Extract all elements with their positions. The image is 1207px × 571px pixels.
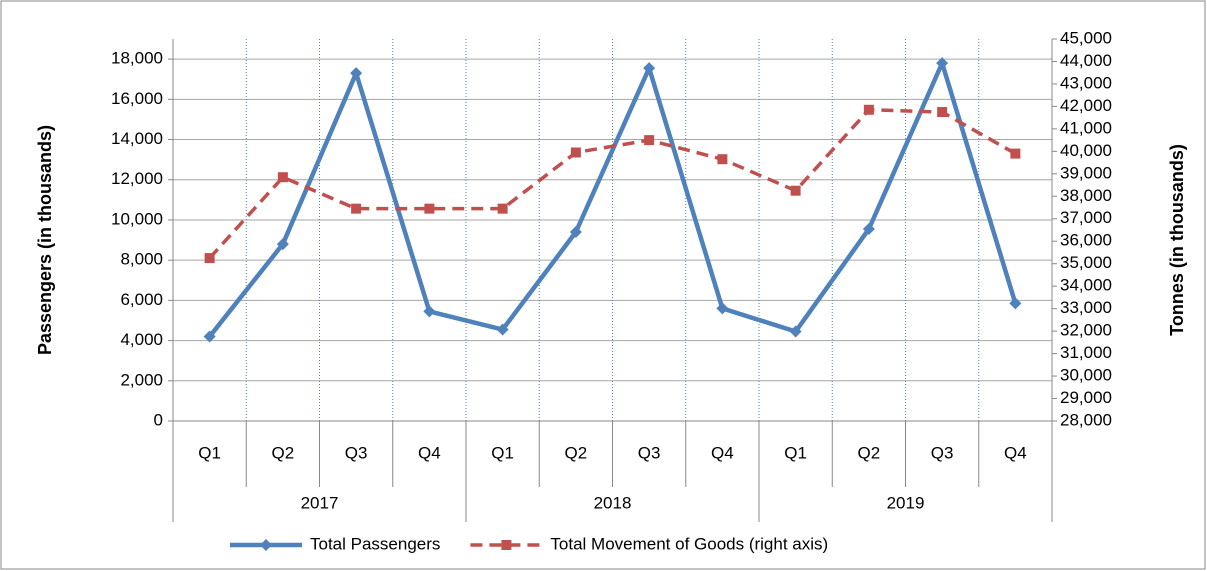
group-label: 2017 xyxy=(301,493,339,512)
legend-label: Total Movement of Goods (right axis) xyxy=(550,534,828,553)
group-label: 2019 xyxy=(887,493,925,512)
y-tick-label: 6,000 xyxy=(120,290,163,309)
x-tick-label: Q2 xyxy=(565,443,588,462)
y2-axis-title: Tonnes (in thousands) xyxy=(1167,144,1187,336)
series-line xyxy=(207,60,1018,338)
marker xyxy=(276,238,289,251)
marker xyxy=(643,62,656,75)
marker xyxy=(496,323,509,336)
series-line xyxy=(208,108,1017,260)
marker xyxy=(790,185,801,196)
y-tick-label: 0 xyxy=(154,410,163,429)
x-tick-label: Q1 xyxy=(198,443,221,462)
y2-tick-label: 45,000 xyxy=(1060,28,1112,47)
y2-tick-label: 37,000 xyxy=(1060,208,1112,227)
x-tick-label: Q1 xyxy=(491,443,514,462)
y2-tick-label: 29,000 xyxy=(1060,388,1112,407)
y-tick-label: 14,000 xyxy=(111,129,163,148)
y-tick-label: 10,000 xyxy=(111,209,163,228)
marker xyxy=(789,325,802,338)
y2-tick-label: 28,000 xyxy=(1060,410,1112,429)
marker xyxy=(716,302,729,315)
marker xyxy=(863,104,874,115)
y2-tick-label: 40,000 xyxy=(1060,141,1112,160)
marker xyxy=(351,203,362,214)
x-tick-label: Q2 xyxy=(858,443,881,462)
marker xyxy=(204,253,215,264)
marker xyxy=(501,540,512,550)
x-tick-label: Q3 xyxy=(931,443,954,462)
y2-tick-label: 32,000 xyxy=(1060,321,1112,340)
x-tick-label: Q3 xyxy=(345,443,368,462)
marker xyxy=(424,203,435,214)
y2-tick-label: 44,000 xyxy=(1060,51,1112,70)
marker xyxy=(936,57,949,70)
marker xyxy=(937,107,948,118)
x-tick-label: Q4 xyxy=(418,443,441,462)
marker xyxy=(423,305,436,318)
y2-tick-label: 41,000 xyxy=(1060,118,1112,137)
y-tick-label: 2,000 xyxy=(120,370,163,389)
y-tick-label: 8,000 xyxy=(120,250,163,269)
marker xyxy=(570,147,581,158)
y2-tick-label: 39,000 xyxy=(1060,163,1112,182)
x-tick-label: Q4 xyxy=(1004,443,1027,462)
marker xyxy=(569,226,582,239)
y-tick-label: 4,000 xyxy=(120,330,163,349)
marker xyxy=(260,539,272,551)
y2-tick-label: 42,000 xyxy=(1060,96,1112,115)
x-tick-label: Q2 xyxy=(272,443,295,462)
y2-tick-label: 36,000 xyxy=(1060,231,1112,250)
y-tick-label: 16,000 xyxy=(111,89,163,108)
group-label: 2018 xyxy=(594,493,632,512)
y2-tick-label: 43,000 xyxy=(1060,73,1112,92)
y2-tick-label: 34,000 xyxy=(1060,276,1112,295)
y2-tick-label: 31,000 xyxy=(1060,343,1112,362)
marker xyxy=(277,172,288,183)
marker xyxy=(350,67,363,80)
y-axis-title: Passengers (in thousands) xyxy=(35,125,55,355)
y2-tick-label: 35,000 xyxy=(1060,253,1112,272)
marker xyxy=(862,222,875,235)
marker xyxy=(203,330,216,343)
y2-tick-label: 30,000 xyxy=(1060,366,1112,385)
marker xyxy=(1009,297,1022,310)
marker xyxy=(644,135,655,146)
marker xyxy=(1010,148,1021,159)
y-tick-label: 18,000 xyxy=(111,49,163,68)
x-tick-label: Q3 xyxy=(638,443,661,462)
x-tick-label: Q1 xyxy=(784,443,807,462)
marker xyxy=(717,154,728,165)
marker xyxy=(497,203,508,214)
y-tick-label: 12,000 xyxy=(111,169,163,188)
y2-tick-label: 38,000 xyxy=(1060,186,1112,205)
y2-tick-label: 33,000 xyxy=(1060,298,1112,317)
legend-label: Total Passengers xyxy=(310,534,440,553)
x-tick-label: Q4 xyxy=(711,443,734,462)
